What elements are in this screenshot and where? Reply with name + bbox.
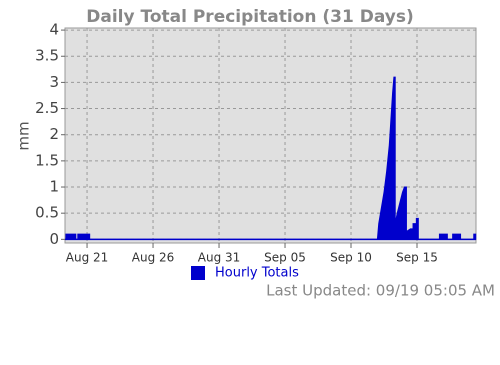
y-tick-label: 1 bbox=[49, 178, 59, 196]
x-tick-label: Aug 21 bbox=[66, 251, 109, 265]
x-tick-label: Aug 31 bbox=[198, 251, 241, 265]
y-tick-label: 3.5 bbox=[35, 47, 59, 65]
footnote: Last Updated: 09/19 05:05 AM bbox=[266, 282, 495, 300]
y-tick-label: 1.5 bbox=[35, 151, 59, 169]
legend-label: Hourly Totals bbox=[215, 266, 299, 281]
x-tick-label: Sep 15 bbox=[396, 251, 438, 265]
legend-swatch bbox=[191, 266, 205, 280]
plot-area bbox=[64, 27, 477, 244]
x-tick-label: Sep 10 bbox=[330, 251, 372, 265]
y-tick-label: 4 bbox=[49, 21, 59, 39]
y-tick-label: 0.5 bbox=[35, 204, 59, 222]
x-tick-label: Aug 26 bbox=[132, 251, 175, 265]
y-tick-label: 2 bbox=[49, 125, 59, 143]
y-axis-label: mm bbox=[15, 121, 33, 150]
chart-title: Daily Total Precipitation (31 Days) bbox=[86, 7, 414, 27]
x-tick-label: Sep 05 bbox=[264, 251, 306, 265]
y-tick-label: 0 bbox=[49, 230, 59, 248]
y-tick-label: 2.5 bbox=[35, 99, 59, 117]
y-tick-label: 3 bbox=[49, 73, 59, 91]
